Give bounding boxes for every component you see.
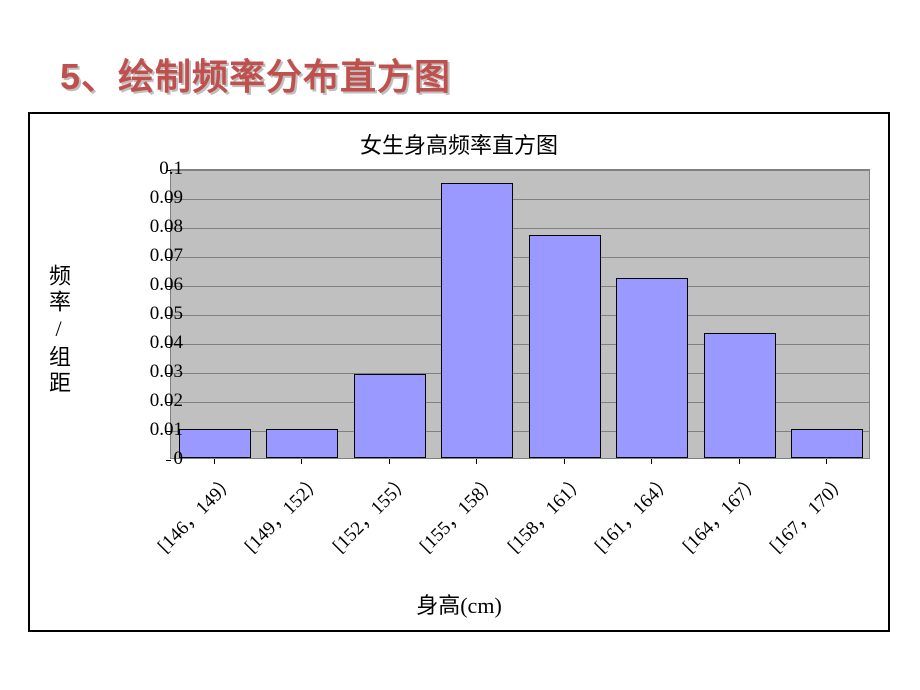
y-axis-label: 频率/组距 <box>42 264 74 397</box>
x-tick-label: [164，167） <box>670 467 765 562</box>
plot-area <box>170 169 870 459</box>
bar <box>616 278 688 458</box>
grid-line <box>171 228 869 229</box>
y-tick-label: 0.06 <box>113 274 183 296</box>
y-tick-label: 0.1 <box>113 158 183 180</box>
grid-line <box>171 199 869 200</box>
x-tick-mark <box>564 459 565 464</box>
x-tick-mark <box>739 459 740 464</box>
x-tick-label: [158，161） <box>495 467 590 562</box>
bar <box>354 374 426 458</box>
heading-text: 5、绘制频率分布直方图 <box>60 56 451 97</box>
x-axis-label: 身高(cm) <box>30 588 888 620</box>
y-tick-label: 0.08 <box>113 216 183 238</box>
bar <box>791 429 863 458</box>
bar <box>529 235 601 458</box>
x-tick-label: [155，158） <box>408 467 503 562</box>
slide-heading: 5、绘制频率分布直方图 <box>60 48 451 100</box>
chart-frame: 女生身高频率直方图 频率/组距 身高(cm) 0 0.01 0.02 0.03 0.04… <box>28 112 890 632</box>
grid-line <box>171 170 869 171</box>
y-tick-label: 0.01 <box>113 419 183 441</box>
x-tick-label: [146，149） <box>145 467 240 562</box>
x-tick-label: [161，164） <box>583 467 678 562</box>
chart-title: 女生身高频率直方图 <box>30 128 888 160</box>
x-tick-mark <box>389 459 390 464</box>
x-tick-mark <box>301 459 302 464</box>
x-tick-mark <box>826 459 827 464</box>
bar <box>179 429 251 458</box>
x-tick-mark <box>214 459 215 464</box>
grid-line <box>171 315 869 316</box>
x-tick-label: [152，155） <box>320 467 415 562</box>
y-tick-label: 0.05 <box>113 303 183 325</box>
y-tick-label: 0.09 <box>113 187 183 209</box>
grid-line <box>171 257 869 258</box>
y-tick-label: 0.03 <box>113 361 183 383</box>
y-tick-label: 0.04 <box>113 332 183 354</box>
bar <box>704 333 776 458</box>
slide: 5、绘制频率分布直方图 女生身高频率直方图 频率/组距 身高(cm) 0 0.01… <box>0 0 920 690</box>
x-tick-mark <box>476 459 477 464</box>
grid-line <box>171 286 869 287</box>
y-tick-label: 0.07 <box>113 245 183 267</box>
x-tick-mark <box>651 459 652 464</box>
x-tick-label: [167，170） <box>758 467 853 562</box>
y-tick-label: 0.02 <box>113 390 183 412</box>
y-tick-label: 0 <box>113 448 183 470</box>
x-tick-label: [149，152） <box>233 467 328 562</box>
bar <box>266 429 338 458</box>
bar <box>441 183 513 459</box>
